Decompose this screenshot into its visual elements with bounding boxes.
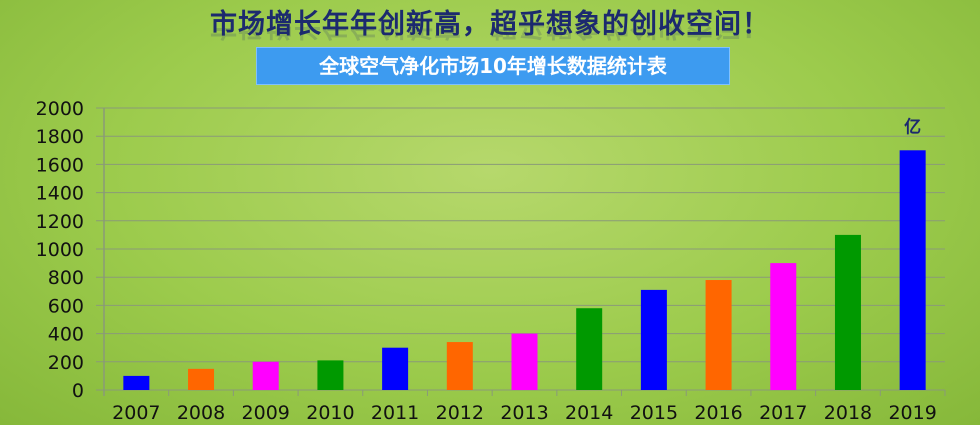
- bar-2015: [640, 289, 667, 390]
- x-tick-label: 2013: [500, 402, 548, 424]
- y-tick-label: 1800: [36, 126, 84, 148]
- bar-2009: [252, 361, 279, 390]
- x-tick-label: 2015: [630, 402, 678, 424]
- bar-2007: [123, 375, 150, 390]
- y-tick-label: 600: [48, 295, 84, 317]
- bar-2011: [382, 347, 409, 390]
- y-tick-label: 800: [48, 267, 84, 289]
- bar-2016: [705, 280, 732, 390]
- x-tick-label: 2008: [177, 402, 225, 424]
- y-tick-label: 1000: [36, 239, 84, 261]
- x-tick-label: 2007: [112, 402, 160, 424]
- x-tick-label: 2009: [242, 402, 290, 424]
- x-tick-label: 2011: [371, 402, 419, 424]
- x-tick-label: 2017: [759, 402, 807, 424]
- y-tick-label: 0: [72, 380, 84, 402]
- y-tick-label: 400: [48, 324, 84, 346]
- bar-2012: [446, 342, 473, 390]
- bar-2019: [899, 150, 926, 390]
- bar-2008: [188, 368, 215, 390]
- bar-2017: [770, 263, 797, 390]
- x-tick-label: 2012: [436, 402, 484, 424]
- x-tick-label: 2010: [306, 402, 354, 424]
- y-tick-label: 200: [48, 352, 84, 374]
- unit-label: 亿: [904, 116, 921, 137]
- x-tick-label: 2014: [565, 402, 613, 424]
- x-tick-label: 2018: [824, 402, 872, 424]
- bar-2010: [317, 360, 344, 390]
- x-tick-label: 2016: [694, 402, 742, 424]
- headline: 市场增长年年创新高，超乎想象的创收空间！: [210, 9, 770, 40]
- y-tick-label: 1400: [36, 183, 84, 205]
- bar-2018: [834, 234, 861, 390]
- x-tick-label: 2019: [888, 402, 936, 424]
- y-tick-label: 2000: [36, 98, 84, 120]
- bar-2014: [576, 308, 603, 390]
- chart-title: 全球空气净化市场10年增长数据统计表: [256, 47, 730, 85]
- y-tick-label: 1200: [36, 211, 84, 233]
- y-tick-label: 1600: [36, 154, 84, 176]
- bar-2013: [511, 333, 538, 390]
